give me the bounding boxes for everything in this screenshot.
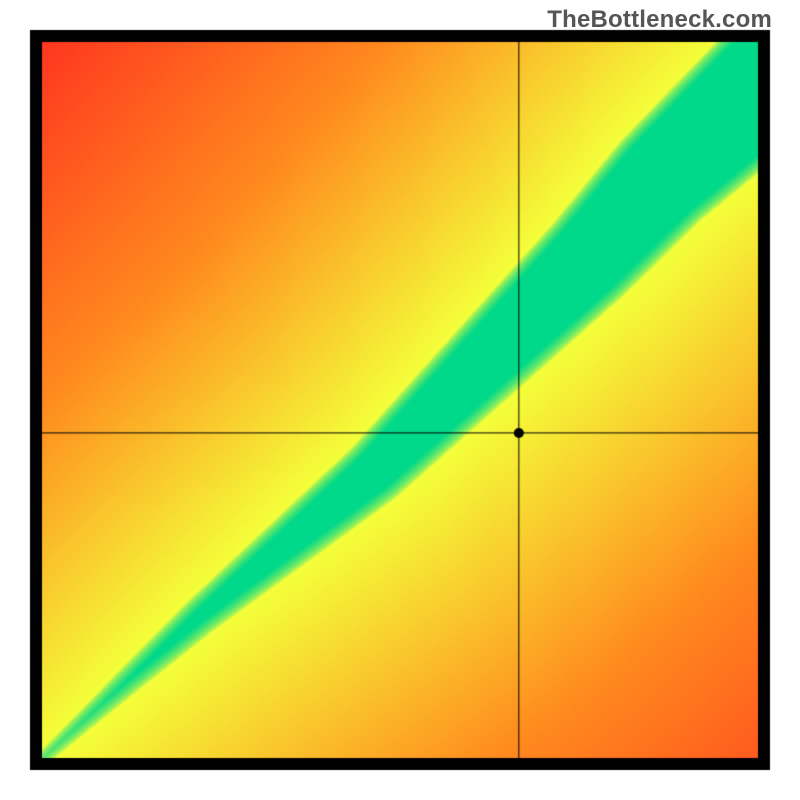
watermark-text: TheBottleneck.com	[547, 6, 772, 34]
bottleneck-heatmap	[0, 0, 800, 800]
